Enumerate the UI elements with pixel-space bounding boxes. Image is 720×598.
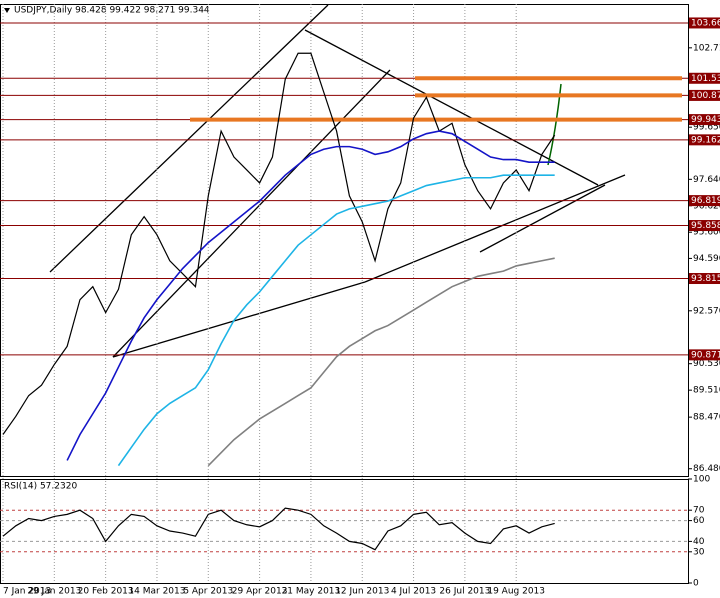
series-line bbox=[117, 174, 555, 467]
menu-icon bbox=[4, 8, 10, 13]
trendline bbox=[364, 174, 626, 283]
level-label: 101.536 bbox=[691, 74, 720, 84]
level-label-box bbox=[689, 134, 720, 146]
x-tick-label: 29 Jan 2013 bbox=[27, 587, 81, 597]
level-label: 103.669 bbox=[691, 18, 720, 28]
trendline bbox=[49, 4, 329, 273]
rsi-frame bbox=[0, 479, 689, 584]
level-label: 99.943 bbox=[691, 115, 720, 125]
y-tick-label: 60 bbox=[693, 516, 705, 526]
y-tick-label: 99.650 bbox=[693, 123, 720, 133]
y-tick-label: 90.530 bbox=[693, 359, 720, 369]
level-label: 95.858 bbox=[691, 221, 720, 231]
series-line bbox=[2, 52, 556, 435]
x-tick-label: 20 Feb 2013 bbox=[78, 587, 134, 597]
level-label-box bbox=[689, 349, 720, 361]
series-line bbox=[66, 130, 555, 461]
level-label-box bbox=[689, 72, 720, 84]
chart-header: USDJPY,Daily 98.428 99.422 98.271 99.344 bbox=[14, 6, 210, 16]
y-tick-label: 86.480 bbox=[693, 464, 720, 474]
y-tick-label: 0 bbox=[693, 579, 699, 589]
level-label-box bbox=[689, 195, 720, 207]
y-tick-label: 89.510 bbox=[693, 386, 720, 396]
rsi-title: RSI(14) 57.2320 bbox=[4, 482, 77, 492]
projection-arrow bbox=[547, 83, 562, 166]
x-tick-label: 29 Apr 2013 bbox=[232, 587, 288, 597]
y-tick-label: 96.620 bbox=[693, 201, 720, 211]
y-tick-label: 88.470 bbox=[693, 413, 720, 423]
y-tick-label: 100 bbox=[693, 475, 710, 485]
main-frame bbox=[0, 4, 689, 477]
y-tick-label: 40 bbox=[693, 537, 705, 547]
level-label-box bbox=[689, 89, 720, 101]
x-tick-label: 4 Jul 2013 bbox=[391, 587, 436, 597]
level-label-box bbox=[689, 220, 720, 232]
trendline bbox=[479, 184, 606, 253]
x-tick-label: 21 May 2013 bbox=[282, 587, 341, 597]
level-label: 93.815 bbox=[691, 274, 720, 284]
trendline bbox=[112, 281, 366, 358]
y-tick-label: 30 bbox=[693, 547, 705, 557]
level-label: 96.819 bbox=[691, 196, 720, 206]
x-tick-label: 19 Aug 2013 bbox=[487, 587, 545, 597]
level-label: 90.871 bbox=[691, 350, 720, 360]
level-label: 99.162 bbox=[691, 135, 720, 145]
x-tick-label: 7 Jan 2013 bbox=[3, 587, 51, 597]
x-tick-label: 5 Apr 2013 bbox=[183, 587, 233, 597]
y-tick-label: 94.590 bbox=[693, 254, 720, 264]
y-tick-label: 95.600 bbox=[693, 228, 720, 238]
level-label: 100.875 bbox=[691, 91, 720, 101]
y-tick-label: 70 bbox=[693, 506, 705, 516]
x-tick-label: 14 Mar 2013 bbox=[128, 587, 185, 597]
x-tick-label: 26 Jul 2013 bbox=[439, 587, 490, 597]
y-tick-label: 102.710 bbox=[693, 43, 720, 53]
level-label-box bbox=[689, 114, 720, 126]
level-label-box bbox=[689, 273, 720, 285]
level-label-box bbox=[689, 17, 720, 29]
y-tick-label: 92.570 bbox=[693, 306, 720, 316]
x-tick-label: 12 Jun 2013 bbox=[335, 587, 389, 597]
series-line bbox=[2, 507, 555, 551]
y-tick-label: 97.640 bbox=[693, 175, 720, 185]
series-line bbox=[207, 257, 555, 467]
